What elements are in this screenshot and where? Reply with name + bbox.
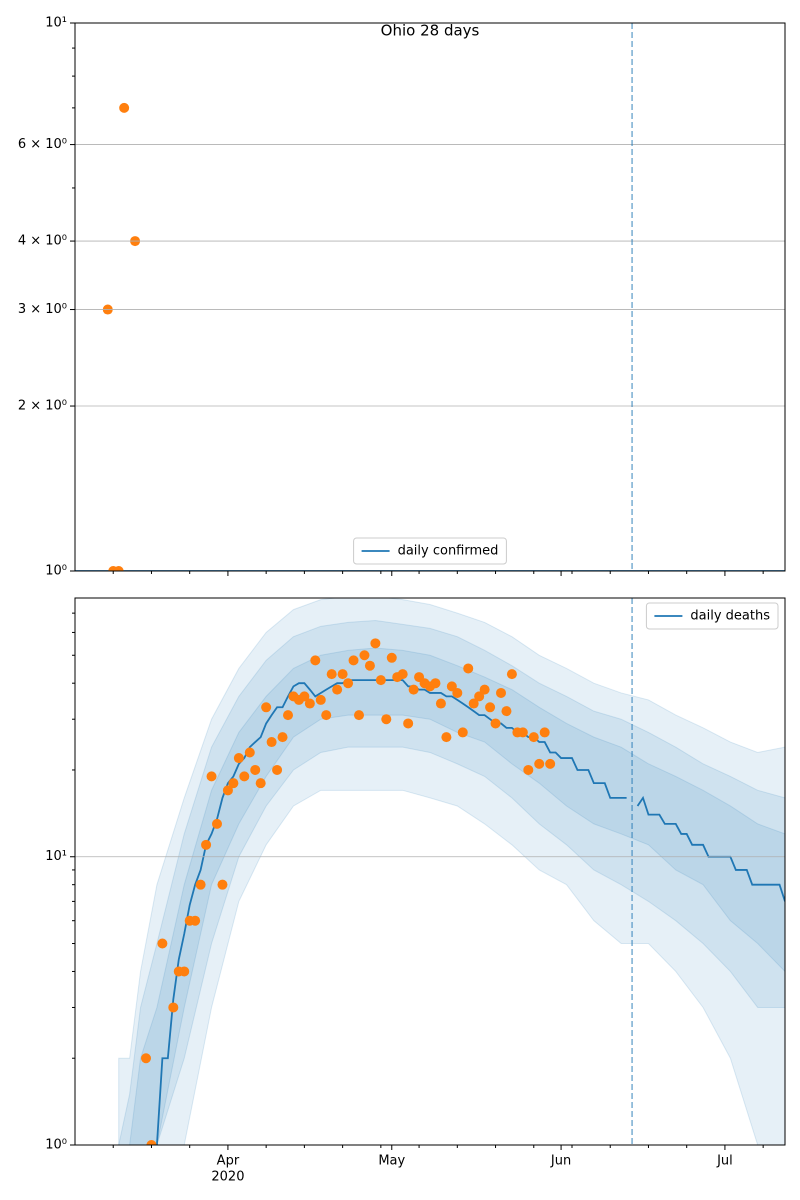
data-point bbox=[430, 678, 441, 689]
data-point bbox=[304, 698, 315, 709]
data-point bbox=[299, 691, 310, 702]
data-point bbox=[119, 102, 130, 113]
legend-box bbox=[645, 602, 779, 630]
data-point bbox=[201, 839, 212, 850]
data-point bbox=[528, 732, 539, 743]
data-point bbox=[370, 638, 381, 649]
data-point bbox=[141, 1053, 151, 1064]
y-tick-label: 10¹ bbox=[45, 16, 67, 31]
data-point bbox=[501, 706, 512, 717]
data-point bbox=[310, 655, 321, 666]
data-point bbox=[283, 710, 293, 721]
data-point bbox=[315, 694, 326, 705]
data-point bbox=[517, 727, 528, 738]
plot-area bbox=[75, 102, 785, 571]
data-point bbox=[354, 710, 364, 721]
data-point bbox=[168, 1002, 179, 1013]
data-point bbox=[255, 778, 266, 789]
data-point bbox=[272, 764, 283, 775]
data-point bbox=[222, 785, 233, 796]
data-point bbox=[457, 727, 468, 738]
data-point bbox=[452, 687, 463, 698]
data-point bbox=[539, 727, 550, 738]
data-point bbox=[408, 684, 419, 695]
y-tick-label: 6 × 10⁰ bbox=[18, 137, 67, 152]
data-point bbox=[359, 650, 370, 661]
data-point bbox=[212, 818, 222, 829]
data-point bbox=[485, 702, 496, 713]
uncertainty-band bbox=[118, 620, 785, 1145]
data-point bbox=[228, 778, 239, 789]
data-point bbox=[375, 675, 386, 686]
data-point bbox=[332, 684, 343, 695]
data-point bbox=[474, 691, 485, 702]
data-point bbox=[217, 879, 228, 890]
y-tick-label: 3 × 10⁰ bbox=[18, 302, 67, 317]
data-point bbox=[326, 669, 337, 680]
data-point bbox=[157, 938, 168, 949]
data-point bbox=[337, 669, 348, 680]
data-point bbox=[479, 684, 490, 695]
data-point bbox=[435, 698, 446, 709]
data-point bbox=[179, 966, 190, 977]
x-tick-label: May bbox=[378, 1154, 405, 1169]
data-point bbox=[386, 652, 397, 663]
data-point bbox=[490, 718, 501, 729]
axes-frame bbox=[74, 22, 786, 572]
legend-box bbox=[353, 537, 507, 565]
data-point bbox=[250, 764, 261, 775]
data-point bbox=[239, 771, 250, 782]
legend: daily confirmed bbox=[353, 537, 507, 565]
y-tick-label: 10⁰ bbox=[45, 564, 67, 579]
data-point bbox=[364, 660, 375, 671]
data-point bbox=[534, 758, 545, 769]
plot-area bbox=[118, 598, 785, 1145]
data-point bbox=[523, 764, 534, 775]
data-point bbox=[190, 915, 201, 926]
data-point bbox=[261, 702, 272, 713]
data-point bbox=[403, 718, 414, 729]
data-point bbox=[468, 698, 479, 709]
y-tick-label: 2 × 10⁰ bbox=[18, 399, 67, 414]
data-point bbox=[348, 655, 359, 666]
data-point bbox=[244, 747, 255, 758]
y-tick-label: 10¹ bbox=[45, 849, 67, 864]
data-point bbox=[506, 669, 517, 680]
data-point bbox=[343, 678, 354, 689]
data-point bbox=[496, 687, 506, 698]
data-point bbox=[233, 753, 244, 764]
axes-frame bbox=[74, 597, 786, 1146]
data-point bbox=[113, 566, 124, 571]
data-point bbox=[463, 663, 474, 674]
data-point bbox=[545, 758, 556, 769]
legend: daily deaths bbox=[645, 602, 779, 630]
data-point bbox=[321, 710, 332, 721]
data-point bbox=[397, 669, 408, 680]
legend-label: daily deaths bbox=[690, 609, 770, 624]
chart-title: Ohio 28 days bbox=[381, 22, 480, 40]
x-tick-label: Apr bbox=[217, 1154, 240, 1169]
data-point bbox=[195, 879, 206, 890]
data-point bbox=[277, 732, 288, 743]
data-point bbox=[146, 1140, 157, 1145]
data-point bbox=[381, 714, 392, 725]
data-point bbox=[206, 771, 217, 782]
x-tick-label: Jul bbox=[716, 1154, 733, 1169]
legend-label: daily confirmed bbox=[398, 544, 499, 559]
data-point bbox=[266, 737, 277, 748]
x-tick-label: Jun bbox=[550, 1154, 571, 1169]
y-tick-label: 4 × 10⁰ bbox=[18, 234, 67, 249]
data-point bbox=[441, 732, 452, 743]
data-point bbox=[446, 681, 457, 692]
y-tick-label: 10⁰ bbox=[45, 1138, 67, 1153]
x-year-label: 2020 bbox=[211, 1170, 244, 1185]
